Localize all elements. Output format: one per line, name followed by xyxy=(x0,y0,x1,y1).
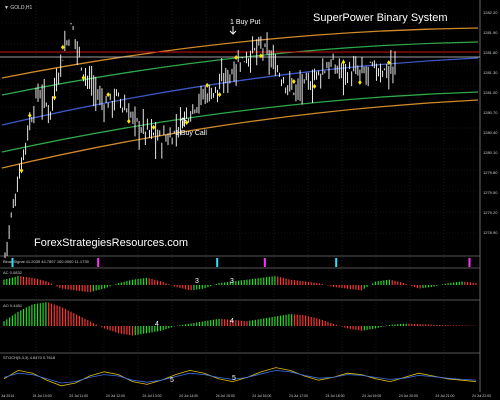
buy-call-arrow-icon xyxy=(179,117,187,126)
signal-arrow-icon xyxy=(387,60,391,66)
time-axis-label: 24 Jul 20:00 xyxy=(399,394,418,398)
stoch-label: STOCH(5,3,3) 4.6470 0.7616 xyxy=(3,355,56,360)
ac-label: AC 0.0832 xyxy=(3,270,23,275)
signal-arrow-icon xyxy=(358,79,362,85)
signal-arrow-icon xyxy=(312,83,317,89)
marker-5a: 5 xyxy=(170,377,174,384)
time-axis-label: 24 Jul 2014 xyxy=(0,394,14,398)
binary-signal-bar xyxy=(11,258,14,267)
binary-signal-bar xyxy=(335,258,338,267)
time-axis: 24 Jul 2014 24 Jul 10:00 24 Jul 11:00 24 Ju… xyxy=(0,394,491,398)
grid-lines xyxy=(2,2,478,392)
binary-signal-bar xyxy=(468,258,471,267)
ao-histogram xyxy=(3,302,477,336)
marker-4a: 4 xyxy=(155,321,159,328)
marker-3b: 3 xyxy=(230,278,234,285)
signal-arrow-icon xyxy=(60,44,65,50)
price-axis-label: 1281.90 xyxy=(483,30,498,35)
ao-label: AO 0.4451 xyxy=(3,303,23,308)
channel-outer-upper xyxy=(1,27,479,79)
time-axis-label: 24 Jul 13:00 xyxy=(142,394,161,398)
time-axis-label: 24 Jul 16:00 xyxy=(252,394,271,398)
time-axis-label: 24 Jul 21:00 xyxy=(435,394,454,398)
signal-arrow-icon xyxy=(151,124,156,130)
price-axis-label: 1280.10 xyxy=(483,150,498,155)
binary-signal-label: Binar Signal 41.2039 44.7897 100.0000 11… xyxy=(3,259,90,264)
signal-arrow-icon xyxy=(259,53,263,59)
marker-5b: 5 xyxy=(232,375,236,382)
price-axis-label: 1281.00 xyxy=(483,90,498,95)
price-axis-label: 1280.40 xyxy=(483,130,498,135)
stoch-d-line xyxy=(3,369,477,384)
time-axis-label: 24 Jul 15:00 xyxy=(216,394,235,398)
price-axis-label: 1279.50 xyxy=(483,190,498,195)
signal-arrow-icon xyxy=(292,79,296,85)
price-axis-label: 1281.60 xyxy=(483,50,498,55)
price-bars xyxy=(4,22,396,258)
time-axis-label: 24 Jul 22:00 xyxy=(472,394,491,398)
signal-arrow-icon xyxy=(52,95,57,101)
time-axis-label: 24 Jul 19:00 xyxy=(362,394,381,398)
signal-arrow-icon xyxy=(27,113,32,119)
signal-arrow-icon xyxy=(234,55,238,61)
price-axis-label: 1282.20 xyxy=(483,10,498,15)
time-axis-label: 24 Jul 17:00 xyxy=(289,394,308,398)
ac-histogram xyxy=(3,276,477,293)
price-axis-label: 1279.20 xyxy=(483,210,498,215)
signal-arrow-icon xyxy=(19,168,24,174)
binary-signal-bar xyxy=(97,258,100,267)
buy-call-label: 1 Buy Call xyxy=(175,130,207,137)
time-axis-label: 24 Jul 12:00 xyxy=(106,394,125,398)
price-axis: 1282.20 1281.90 1281.60 1281.30 1281.00 1280.… xyxy=(483,10,498,235)
buy-put-label: 1 Buy Put xyxy=(230,19,260,26)
marker-4b: 4 xyxy=(230,318,234,325)
price-axis-label: 1280.70 xyxy=(483,110,498,115)
binary-signal-panel xyxy=(11,258,471,267)
symbol-label: ▼ GOLD,H1 xyxy=(4,5,33,11)
signal-arrow-icon xyxy=(341,59,346,65)
channel-mid-lower xyxy=(1,91,479,153)
channel-center xyxy=(1,57,479,126)
time-axis-label: 24 Jul 10:00 xyxy=(33,394,52,398)
channel-outer-lower xyxy=(1,99,479,169)
channel-mid-upper xyxy=(1,41,479,96)
buy-put-arrow-icon xyxy=(229,26,237,35)
time-axis-label: 24 Jul 14:00 xyxy=(179,394,198,398)
system-title: SuperPower Binary System xyxy=(313,12,448,24)
signal-arrow-icon xyxy=(106,92,110,98)
watermark: ForexStrategiesResources.com xyxy=(34,237,188,249)
time-axis-label: 24 Jul 18:00 xyxy=(326,394,345,398)
price-axis-label: 1281.30 xyxy=(483,70,498,75)
price-axis-label: 1279.80 xyxy=(483,170,498,175)
signal-arrow-icon xyxy=(217,92,222,98)
signal-arrow-icon xyxy=(81,75,86,81)
marker-3a: 3 xyxy=(195,278,199,285)
binary-signal-bar xyxy=(263,258,266,267)
price-axis-label: 1278.90 xyxy=(483,230,498,235)
signal-arrow-icon xyxy=(127,118,131,124)
binary-signal-bar xyxy=(216,258,219,267)
time-axis-label: 24 Jul 11:00 xyxy=(69,394,88,398)
signal-arrow-icon xyxy=(205,82,210,88)
